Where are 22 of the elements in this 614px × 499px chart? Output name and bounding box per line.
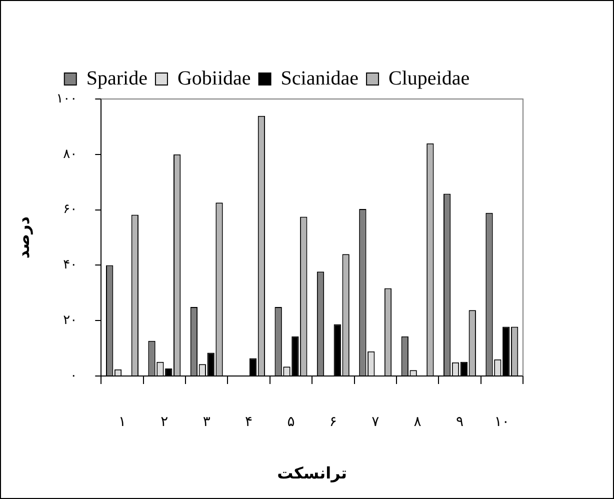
x-tick-label: ۴	[245, 414, 253, 430]
legend-label: Scianidae	[280, 67, 359, 90]
x-tick-label: ۱۰	[494, 414, 510, 430]
legend-label: Gobiidae	[177, 67, 251, 90]
x-tick-label: ۱	[118, 414, 126, 430]
x-tick-label: ۹	[456, 414, 464, 430]
y-tick-label: ۲۰	[63, 312, 78, 328]
x-tick-label: ۵	[287, 414, 295, 430]
x-axis-title: ترانسکت	[277, 464, 348, 483]
x-tick-label: ۳	[202, 414, 211, 430]
y-tick-label: ۶۰	[63, 202, 78, 218]
x-tick-label: ۷	[372, 414, 380, 430]
legend-label: Sparide	[86, 67, 148, 90]
y-tick-label: ۱۰۰	[56, 91, 78, 106]
y-tick-label: ۰	[70, 368, 78, 384]
x-tick-label: ۶	[329, 414, 337, 430]
y-axis-title: درصد	[14, 216, 33, 259]
x-tick-label: ۲	[160, 414, 168, 430]
legend-label: Clupeidae	[388, 67, 470, 90]
y-tick-label: ۸۰	[63, 146, 78, 162]
x-tick-label: ۸	[414, 414, 422, 430]
y-tick-label: ۴۰	[63, 258, 78, 273]
